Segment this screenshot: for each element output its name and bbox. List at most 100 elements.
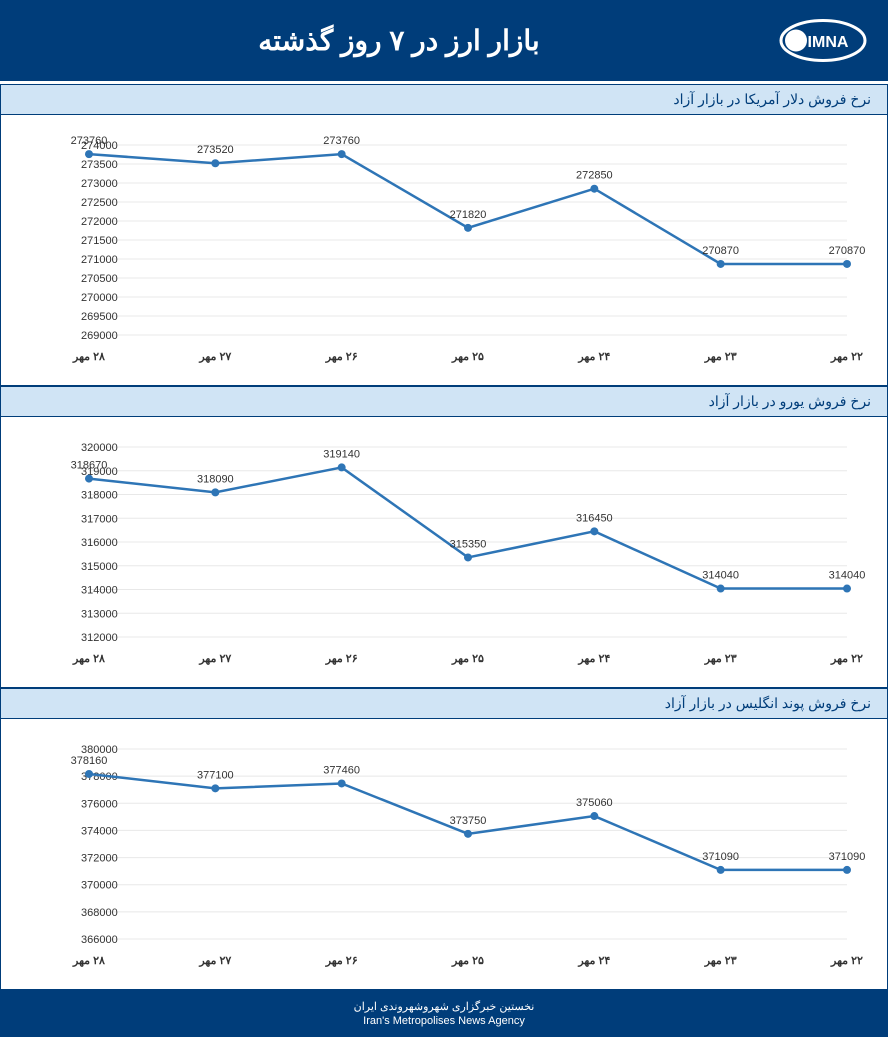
data-point <box>717 260 725 268</box>
chart-title: نرخ فروش یورو در بازار آزاد <box>1 387 887 417</box>
data-point <box>590 527 598 535</box>
data-point <box>717 585 725 593</box>
chart-title: نرخ فروش پوند انگلیس در بازار آزاد <box>1 689 887 719</box>
x-tick-label: ۲۲ مهر <box>830 351 863 363</box>
x-tick-label: ۲۳ مهر <box>704 653 737 665</box>
x-tick-label: ۲۲ مهر <box>830 955 863 967</box>
y-tick-label: 271500 <box>81 235 118 247</box>
x-tick-label: ۲۶ مهر <box>325 351 358 363</box>
y-tick-label: 272000 <box>81 216 118 228</box>
data-point <box>85 770 93 778</box>
x-tick-label: ۲۷ مهر <box>198 955 231 967</box>
x-tick-label: ۲۸ مهر <box>72 955 105 967</box>
data-point <box>338 463 346 471</box>
data-point <box>211 488 219 496</box>
y-tick-label: 368000 <box>81 907 118 919</box>
y-tick-label: 270000 <box>81 292 118 304</box>
data-point <box>211 784 219 792</box>
x-tick-label: ۲۶ مهر <box>325 653 358 665</box>
data-point <box>464 224 472 232</box>
x-tick-label: ۲۵ مهر <box>451 351 484 363</box>
data-label: 273520 <box>197 144 234 156</box>
data-label: 270870 <box>829 245 866 257</box>
data-point <box>464 830 472 838</box>
page-title: بازار ارز در ۷ روز گذشته <box>20 24 778 57</box>
y-tick-label: 318000 <box>81 490 118 502</box>
data-label: 270870 <box>702 245 739 257</box>
page-footer: نخستین خبرگزاری شهروشهروندی ایران Iran's… <box>0 990 888 1037</box>
chart-svg: 3120003130003140003150003160003170003180… <box>29 427 867 677</box>
data-point <box>338 779 346 787</box>
x-tick-label: ۲۷ مهر <box>198 653 231 665</box>
data-point <box>590 812 598 820</box>
chart-section: نرخ فروش یورو در بازار آزاد 312000 313000 3… <box>0 386 888 688</box>
chart-svg: 3660003680003700003720003740003760003780… <box>29 729 867 979</box>
data-label: 377460 <box>323 764 360 776</box>
data-label: 318090 <box>197 473 234 485</box>
y-tick-label: 315000 <box>81 561 118 573</box>
y-tick-label: 270500 <box>81 273 118 285</box>
data-label: 316450 <box>576 512 613 524</box>
data-label: 271820 <box>450 209 487 221</box>
chart-title: نرخ فروش دلار آمریکا در بازار آزاد <box>1 85 887 115</box>
logo-text: IMNA <box>808 34 849 51</box>
data-label: 273760 <box>71 135 108 147</box>
footer-line1: نخستین خبرگزاری شهروشهروندی ایران <box>10 1000 878 1013</box>
data-label: 371090 <box>702 851 739 863</box>
data-label: 371090 <box>829 851 866 863</box>
charts-container: نرخ فروش دلار آمریکا در بازار آزاد 269000… <box>0 84 888 990</box>
data-point <box>464 553 472 561</box>
x-tick-label: ۲۸ مهر <box>72 351 105 363</box>
y-tick-label: 317000 <box>81 513 118 525</box>
data-point <box>85 475 93 483</box>
y-tick-label: 320000 <box>81 442 118 454</box>
data-label: 319140 <box>323 448 360 460</box>
chart-section: نرخ فروش دلار آمریکا در بازار آزاد 269000… <box>0 84 888 386</box>
data-label: 272850 <box>576 170 613 182</box>
data-label: 378160 <box>71 755 108 767</box>
y-tick-label: 269000 <box>81 330 118 342</box>
chart-section: نرخ فروش پوند انگلیس در بازار آزاد 366000… <box>0 688 888 990</box>
y-tick-label: 366000 <box>81 934 118 946</box>
chart-svg: 269000 269500 270000 270500 271000 271500 2720… <box>29 125 867 375</box>
data-label: 377100 <box>197 769 234 781</box>
x-tick-label: ۲۴ مهر <box>577 351 610 363</box>
x-tick-label: ۲۸ مهر <box>72 653 105 665</box>
y-tick-label: 313000 <box>81 608 118 620</box>
data-label: 314040 <box>702 570 739 582</box>
data-point <box>843 866 851 874</box>
y-tick-label: 372000 <box>81 853 118 865</box>
data-label: 373750 <box>450 815 487 827</box>
x-tick-label: ۲۷ مهر <box>198 351 231 363</box>
data-label: 318670 <box>71 460 108 472</box>
y-tick-label: 312000 <box>81 632 118 644</box>
logo: IMNA <box>778 18 868 63</box>
x-tick-label: ۲۶ مهر <box>325 955 358 967</box>
data-point <box>338 150 346 158</box>
x-tick-label: ۲۵ مهر <box>451 653 484 665</box>
data-point <box>843 260 851 268</box>
y-tick-label: 376000 <box>81 798 118 810</box>
data-point <box>590 185 598 193</box>
x-tick-label: ۲۳ مهر <box>704 351 737 363</box>
y-tick-label: 314000 <box>81 585 118 597</box>
y-tick-label: 272500 <box>81 197 118 209</box>
y-tick-label: 271000 <box>81 254 118 266</box>
data-point <box>717 866 725 874</box>
y-tick-label: 374000 <box>81 825 118 837</box>
data-label: 315350 <box>450 538 487 550</box>
chart-area: 3120003130003140003150003160003170003180… <box>1 417 887 687</box>
page-header: IMNA بازار ارز در ۷ روز گذشته <box>0 0 888 84</box>
y-tick-label: 269500 <box>81 311 118 323</box>
data-label: 375060 <box>576 797 613 809</box>
data-label: 314040 <box>829 570 866 582</box>
data-label: 273760 <box>323 135 360 147</box>
y-tick-label: 273500 <box>81 159 118 171</box>
footer-line2: Iran's Metropolises News Agency <box>10 1015 878 1027</box>
chart-area: 3660003680003700003720003740003760003780… <box>1 719 887 989</box>
y-tick-label: 370000 <box>81 880 118 892</box>
x-tick-label: ۲۵ مهر <box>451 955 484 967</box>
x-tick-label: ۲۴ مهر <box>577 955 610 967</box>
y-tick-label: 273000 <box>81 178 118 190</box>
data-point <box>85 150 93 158</box>
